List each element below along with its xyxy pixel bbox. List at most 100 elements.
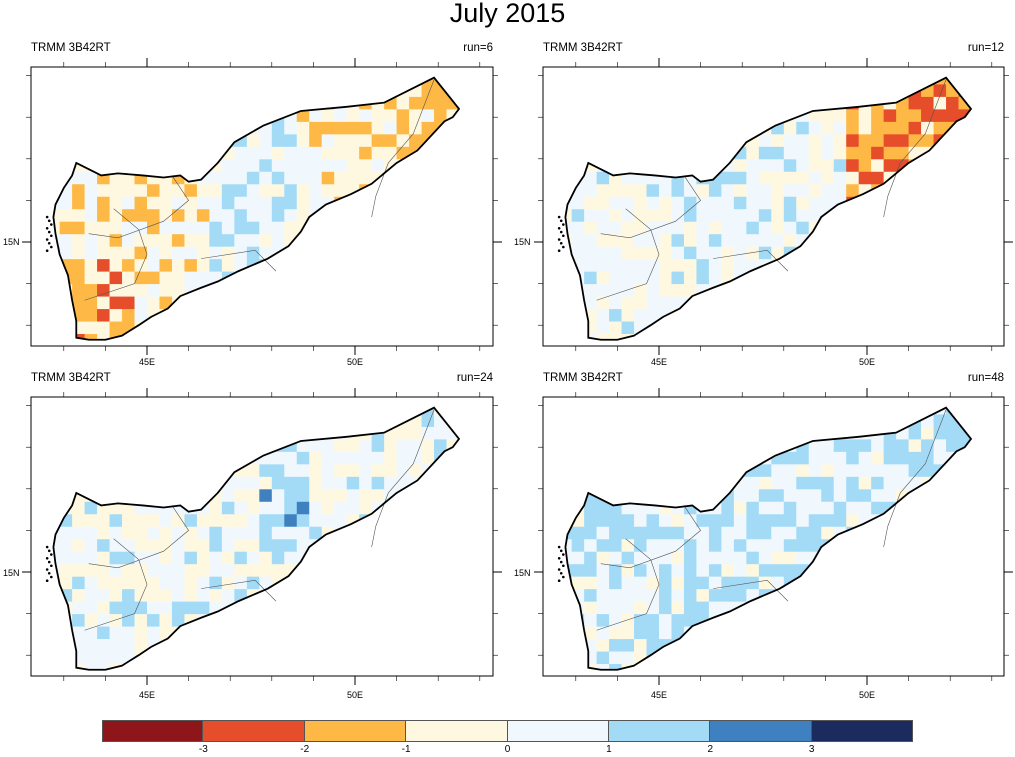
grid-cell — [771, 463, 785, 477]
grid-cell — [733, 613, 747, 627]
grid-cell — [284, 663, 298, 670]
grid-cell — [259, 463, 273, 477]
grid-cell — [321, 451, 335, 465]
grid-cell — [196, 271, 210, 285]
grid-cell — [84, 133, 98, 147]
map-frame — [542, 66, 1005, 347]
grid-cell — [259, 246, 273, 260]
grid-cell — [708, 626, 722, 640]
grid-cell — [184, 183, 198, 197]
grid-cell — [334, 208, 348, 222]
grid-cell — [746, 451, 760, 465]
grid-cell — [571, 638, 585, 652]
grid-cell — [122, 296, 136, 310]
grid-cell — [733, 538, 747, 552]
grid-cell — [321, 233, 335, 247]
grid-cell — [708, 271, 722, 285]
grid-cell — [758, 133, 772, 147]
grid-cell — [321, 133, 335, 147]
grid-cell — [565, 626, 573, 640]
grid-cell — [259, 77, 273, 85]
grid-cell — [334, 271, 348, 285]
grid-cell — [246, 663, 260, 670]
grid-cell — [596, 463, 610, 477]
grid-cell — [234, 613, 248, 627]
grid-cell — [72, 221, 86, 235]
grid-cell — [571, 551, 585, 565]
grid-cell — [109, 158, 123, 172]
grid-cell — [821, 513, 835, 527]
grid-cell — [771, 407, 785, 415]
grid-cell — [384, 221, 398, 235]
grid-cell — [309, 133, 323, 147]
grid-cell — [409, 296, 423, 310]
grid-cell — [958, 221, 971, 235]
grid-cell — [708, 526, 722, 540]
grid-cell — [584, 538, 598, 552]
grid-cell — [209, 476, 223, 490]
grid-cell — [908, 601, 922, 615]
grid-cell — [946, 196, 960, 210]
grid-cell — [733, 221, 747, 235]
grid-cell — [858, 601, 872, 615]
grid-cell — [946, 551, 960, 565]
grid-cell — [696, 146, 710, 160]
grid-cell — [446, 563, 460, 577]
grid-cell — [758, 208, 772, 222]
grid-cell — [97, 588, 111, 602]
grid-cell — [59, 308, 73, 322]
grid-cell — [122, 308, 136, 322]
grid-cell — [771, 513, 785, 527]
grid-cell — [234, 651, 248, 665]
grid-cell — [746, 108, 760, 122]
colorbar-label: -3 — [198, 744, 208, 755]
grid-cell — [59, 426, 73, 440]
grid-cell — [171, 488, 185, 502]
grid-cell — [53, 133, 61, 147]
grid-cell — [946, 513, 960, 527]
grid-cell — [846, 563, 860, 577]
grid-cell — [846, 513, 860, 527]
grid-cell — [584, 463, 598, 477]
grid-cell — [796, 296, 810, 310]
grid-cell — [334, 246, 348, 260]
grid-cell — [671, 158, 685, 172]
grid-cell — [221, 663, 235, 670]
grid-cell — [409, 613, 423, 627]
grid-cell — [783, 258, 797, 272]
grid-cell — [609, 208, 623, 222]
grid-cell — [783, 333, 797, 340]
grid-cell — [621, 158, 635, 172]
grid-cell — [84, 246, 98, 260]
grid-cell — [771, 133, 785, 147]
grid-cell — [346, 158, 360, 172]
grid-cell — [446, 576, 460, 590]
grid-cell — [309, 146, 323, 160]
grid-cell — [971, 196, 984, 209]
grid-cell — [271, 463, 285, 477]
island — [557, 249, 561, 253]
grid-cell — [883, 476, 897, 490]
grid-cell — [659, 513, 672, 527]
grid-cell — [596, 233, 610, 247]
grid-cell — [833, 258, 847, 272]
grid-cell — [921, 77, 935, 85]
panel-4-lon-label-50e: 50E — [859, 690, 876, 700]
grid-cell — [184, 501, 198, 515]
grid-cell — [958, 233, 971, 247]
grid-cell — [933, 108, 947, 122]
grid-cell — [246, 171, 260, 185]
grid-cell — [758, 501, 772, 515]
grid-cell — [59, 663, 73, 670]
grid-cell — [421, 296, 435, 310]
grid-cell — [796, 77, 810, 85]
grid-cell — [284, 513, 298, 527]
grid-cell — [796, 271, 810, 285]
grid-cell — [334, 488, 348, 502]
grid-cell — [921, 221, 935, 235]
grid-cell — [271, 476, 285, 490]
grid-cell — [596, 476, 610, 490]
grid-cell — [921, 463, 935, 477]
province-boundary — [88, 505, 189, 569]
island — [50, 564, 53, 568]
